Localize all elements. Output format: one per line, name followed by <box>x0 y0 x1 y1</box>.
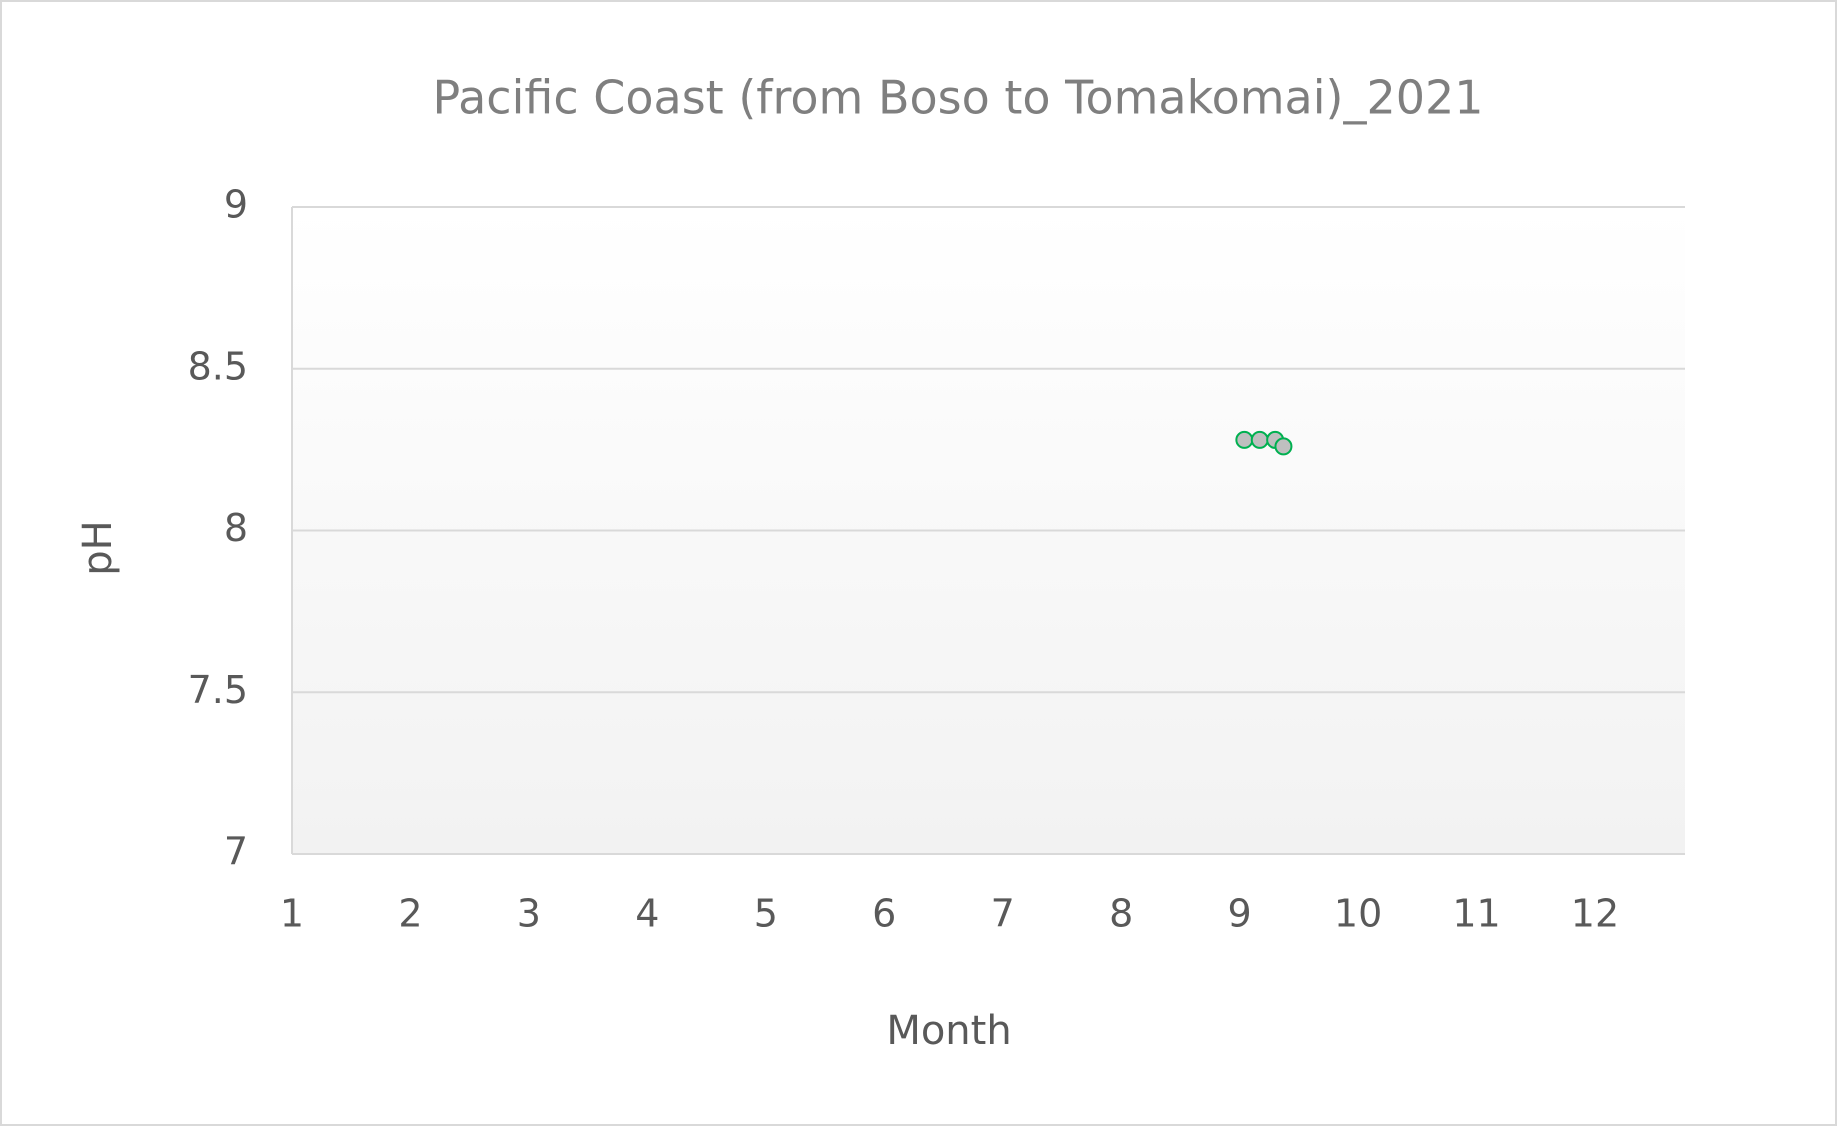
y-tick-label: 7.5 <box>188 668 248 712</box>
data-point <box>1235 430 1254 449</box>
x-tick-label: 3 <box>517 892 541 936</box>
y-axis-title: pH <box>75 520 121 575</box>
x-tick-label: 12 <box>1571 892 1619 936</box>
plot-layer: 77.588.591 2 3 4 5 6 7 8 9 10 11 12 <box>188 183 1685 936</box>
x-tick-label: 10 <box>1334 892 1382 936</box>
data-point <box>1250 430 1269 449</box>
y-tick-label: 7 <box>224 830 248 874</box>
chart-title: Pacific Coast (from Boso to Tomakomai)_2… <box>432 71 1483 125</box>
data-point <box>1274 437 1293 456</box>
x-tick-label: 4 <box>635 892 659 936</box>
x-tick-label: 7 <box>991 892 1015 936</box>
x-tick-label: 11 <box>1452 892 1500 936</box>
x-tick-label: 1 <box>280 892 304 936</box>
x-axis-title: Month <box>886 1008 1011 1054</box>
x-tick-label: 6 <box>872 892 896 936</box>
x-tick-label: 5 <box>754 892 778 936</box>
y-tick-label: 8 <box>224 506 248 550</box>
x-tick-label: 9 <box>1228 892 1252 936</box>
x-tick-label: 8 <box>1109 892 1133 936</box>
y-tick-label: 8.5 <box>188 344 248 388</box>
y-tick-label: 9 <box>224 183 248 227</box>
x-tick-label: 2 <box>398 892 422 936</box>
